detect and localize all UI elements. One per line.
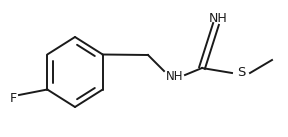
Text: NH: NH bbox=[209, 12, 227, 25]
Text: F: F bbox=[10, 92, 17, 105]
Text: S: S bbox=[237, 66, 245, 79]
Text: NH: NH bbox=[166, 69, 184, 82]
